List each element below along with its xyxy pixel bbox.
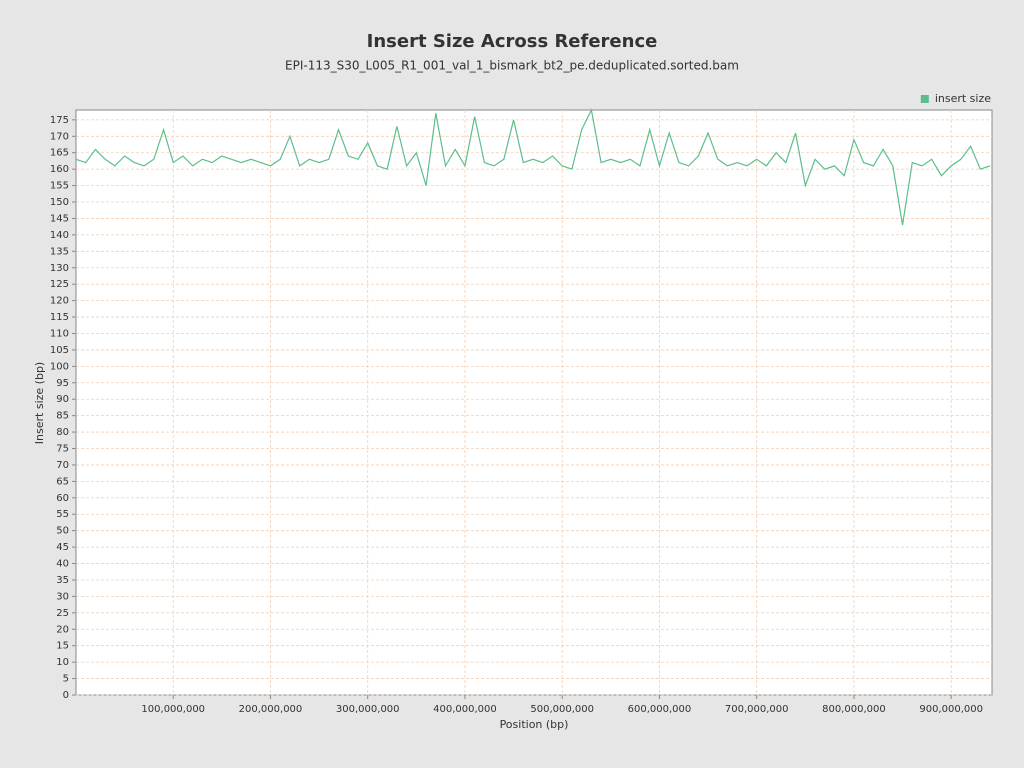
y-tick-label: 30	[56, 591, 69, 602]
y-tick-label: 125	[50, 279, 69, 290]
x-axis-label: Position (bp)	[500, 718, 569, 731]
y-tick-label: 150	[50, 197, 69, 208]
y-tick-label: 80	[56, 427, 69, 438]
y-tick-label: 110	[50, 328, 69, 339]
x-tick-label: 200,000,000	[239, 704, 303, 715]
y-tick-label: 100	[50, 361, 69, 372]
y-tick-label: 175	[50, 115, 69, 126]
y-tick-label: 135	[50, 246, 69, 257]
y-tick-label: 70	[56, 460, 69, 471]
y-tick-label: 60	[56, 493, 69, 504]
y-tick-label: 50	[56, 526, 69, 537]
y-tick-label: 15	[56, 641, 69, 652]
chart-subtitle: EPI-113_S30_L005_R1_001_val_1_bismark_bt…	[285, 59, 739, 73]
y-tick-label: 55	[56, 509, 69, 520]
y-tick-label: 170	[50, 131, 69, 142]
data-line	[75, 108, 991, 226]
y-tick-label: 115	[50, 312, 69, 323]
y-tick-label: 0	[63, 690, 69, 701]
x-tick-label: 900,000,000	[919, 704, 983, 715]
x-tick-label: 300,000,000	[336, 704, 400, 715]
legend-swatch	[920, 95, 929, 103]
y-tick-label: 5	[63, 674, 69, 685]
chart-title: Insert Size Across Reference	[367, 31, 658, 52]
y-tick-label: 40	[56, 559, 69, 570]
y-tick-label: 10	[56, 657, 69, 668]
x-tick-label: 700,000,000	[725, 704, 789, 715]
y-tick-label: 85	[56, 411, 69, 422]
y-tick-label: 140	[50, 230, 69, 241]
y-tick-label: 65	[56, 476, 69, 487]
y-tick-label: 160	[50, 164, 69, 175]
x-tick-label: 400,000,000	[433, 704, 497, 715]
y-tick-label: 165	[50, 148, 69, 159]
y-tick-label: 35	[56, 575, 69, 586]
y-tick-label: 25	[56, 608, 69, 619]
y-tick-label: 75	[56, 444, 69, 455]
y-axis-label: Insert size (bp)	[33, 362, 46, 444]
y-tick-label: 90	[56, 394, 69, 405]
y-tick-label: 105	[50, 345, 69, 356]
x-tick-label: 800,000,000	[822, 704, 886, 715]
x-tick-label: 500,000,000	[530, 704, 594, 715]
y-tick-label: 145	[50, 213, 69, 224]
plot-area	[75, 109, 993, 696]
y-tick-label: 120	[50, 296, 69, 307]
y-tick-label: 45	[56, 542, 69, 553]
x-tick-label: 600,000,000	[628, 704, 692, 715]
y-tick-label: 95	[56, 378, 69, 389]
y-tick-label: 155	[50, 181, 69, 192]
x-tick-label: 100,000,000	[141, 704, 205, 715]
y-tick-label: 20	[56, 624, 69, 635]
legend-label: insert size	[935, 92, 991, 105]
y-tick-label: 130	[50, 263, 69, 274]
